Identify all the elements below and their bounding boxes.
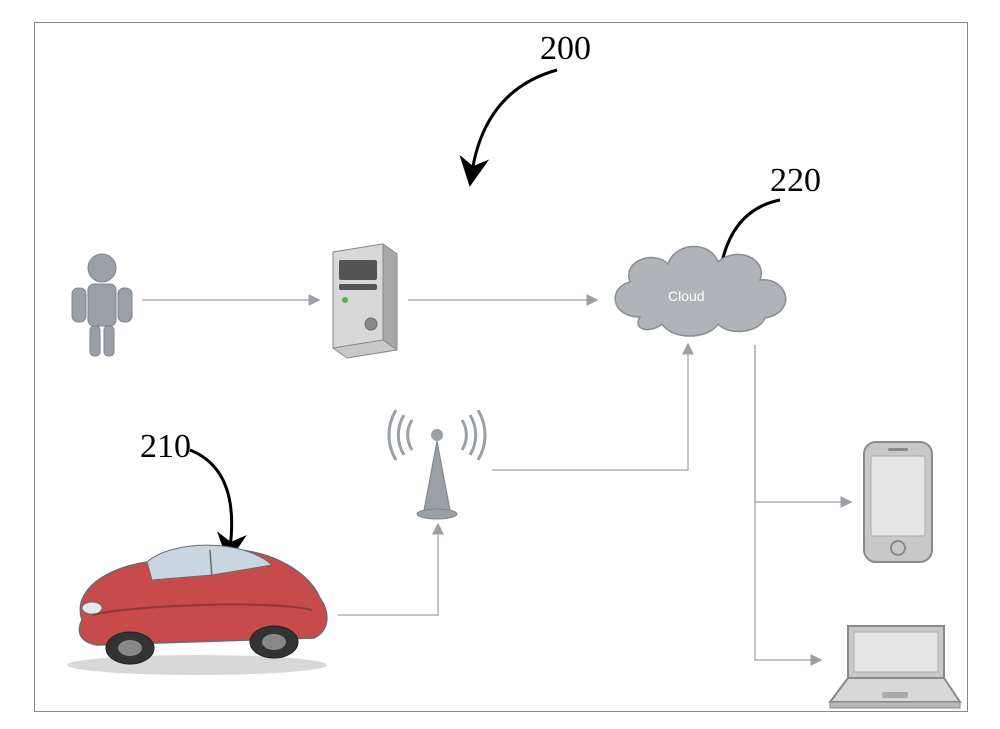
cloud-icon	[600, 232, 800, 342]
laptop-icon	[826, 622, 964, 710]
cloud-text: Cloud	[668, 288, 705, 304]
car-icon	[52, 520, 342, 680]
person-icon	[62, 250, 142, 360]
server-icon	[325, 240, 405, 360]
phone-icon	[858, 440, 938, 565]
antenna-icon	[382, 410, 492, 520]
conn-antenna-to-cloud	[492, 345, 688, 470]
conn-car-to-antenna	[338, 525, 438, 615]
conn-cloud-to-phone	[755, 345, 850, 502]
